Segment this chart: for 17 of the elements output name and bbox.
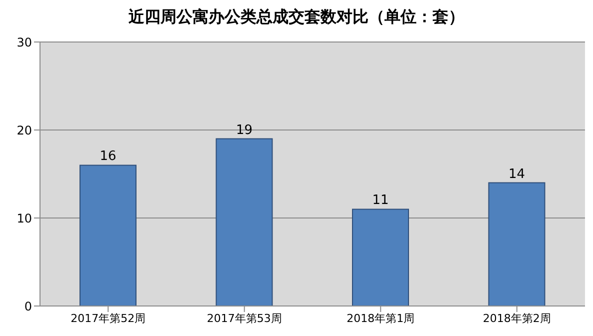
bar <box>80 164 136 306</box>
bar <box>216 138 273 306</box>
x-tick-label: 2017年第52周 <box>70 312 146 325</box>
y-tick-label: 0 <box>24 299 32 314</box>
data-label: 11 <box>372 193 389 208</box>
bar <box>352 208 409 306</box>
x-tick-label: 2017年第53周 <box>206 312 282 325</box>
data-label: 16 <box>100 149 116 164</box>
y-tick-label: 10 <box>16 211 32 226</box>
bar <box>488 182 546 306</box>
x-tick-label: 2018年第1周 <box>346 312 415 325</box>
y-tick-label: 20 <box>16 123 32 138</box>
data-label: 19 <box>236 122 253 138</box>
chart-title: 近四周公寓办公类总成交套数对比（单位：套） <box>128 6 466 28</box>
data-label: 14 <box>508 166 526 182</box>
x-tick-label: 2018年第2周 <box>482 312 551 325</box>
y-tick-label: 30 <box>16 35 32 50</box>
